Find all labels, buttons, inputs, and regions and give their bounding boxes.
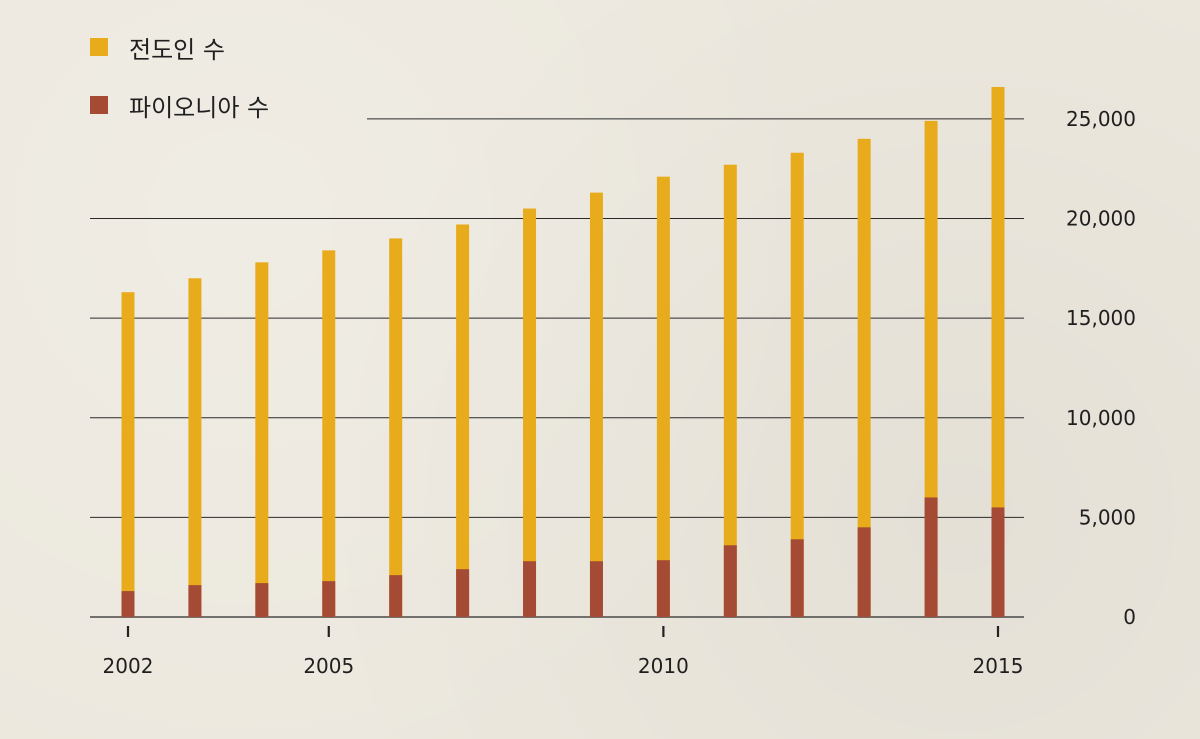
bar-publishers [121,292,135,617]
bar-pioneers [790,539,804,617]
bar-publishers [255,262,269,617]
bar-publishers [857,138,871,617]
bar-pioneers [991,507,1005,617]
bar-pioneers [723,545,737,617]
x-tick-label: 2005 [303,654,354,678]
y-tick-label: 10,000 [1066,406,1136,430]
bar-publishers [188,278,202,617]
bar-publishers [924,120,938,617]
x-tick-label: 2010 [638,654,689,678]
y-tick-label: 5,000 [1079,505,1136,529]
bar-pioneers [255,583,269,617]
x-tick-label: 2002 [103,654,154,678]
legend: 전도인 수 파이오니아 수 [90,30,269,146]
y-tick-label: 20,000 [1066,207,1136,231]
bar-publishers [456,224,470,617]
legend-label-pioneers: 파이오니아 수 [129,93,270,122]
bar-publishers [790,152,804,617]
bar-publishers [523,208,537,617]
bar-publishers [991,87,1005,617]
bar-pioneers [857,527,871,617]
bar-pioneers [523,561,537,617]
x-tick-label: 2015 [973,654,1024,678]
legend-label-publishers: 전도인 수 [129,35,225,64]
bar-pioneers [656,560,670,617]
publishers-swatch [90,38,108,56]
legend-item-publishers: 전도인 수 [90,30,269,64]
y-tick-label: 25,000 [1066,107,1136,131]
legend-item-pioneers: 파이오니아 수 [90,88,269,122]
y-tick-label: 0 [1123,605,1136,629]
bar-pioneers [589,561,603,617]
bar-pioneers [924,497,938,617]
bar-publishers [723,164,737,617]
pioneers-swatch [90,96,108,114]
bar-publishers [322,250,336,617]
bar-publishers [656,176,670,617]
bar-pioneers [188,585,202,617]
bar-publishers [589,192,603,617]
bar-pioneers [456,569,470,617]
bar-publishers [389,238,403,617]
bar-pioneers [389,575,403,617]
y-tick-label: 15,000 [1066,306,1136,330]
bar-pioneers [121,591,135,617]
bar-pioneers [322,581,336,617]
